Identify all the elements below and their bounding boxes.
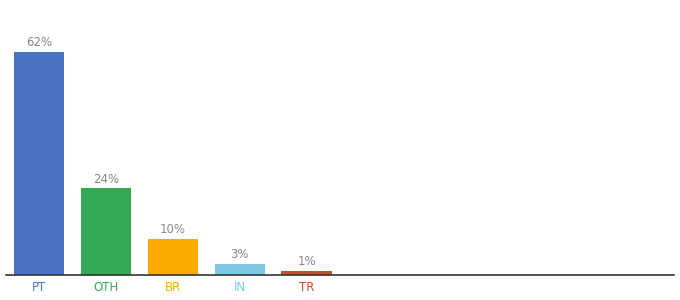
Bar <box>215 264 265 274</box>
Text: 3%: 3% <box>231 248 249 261</box>
Bar <box>81 188 131 274</box>
Text: 1%: 1% <box>297 255 316 268</box>
Bar <box>282 271 332 275</box>
Bar <box>14 52 64 275</box>
Text: 62%: 62% <box>26 36 52 49</box>
Bar <box>148 238 198 274</box>
Text: 10%: 10% <box>160 223 186 236</box>
Text: 24%: 24% <box>93 172 119 186</box>
